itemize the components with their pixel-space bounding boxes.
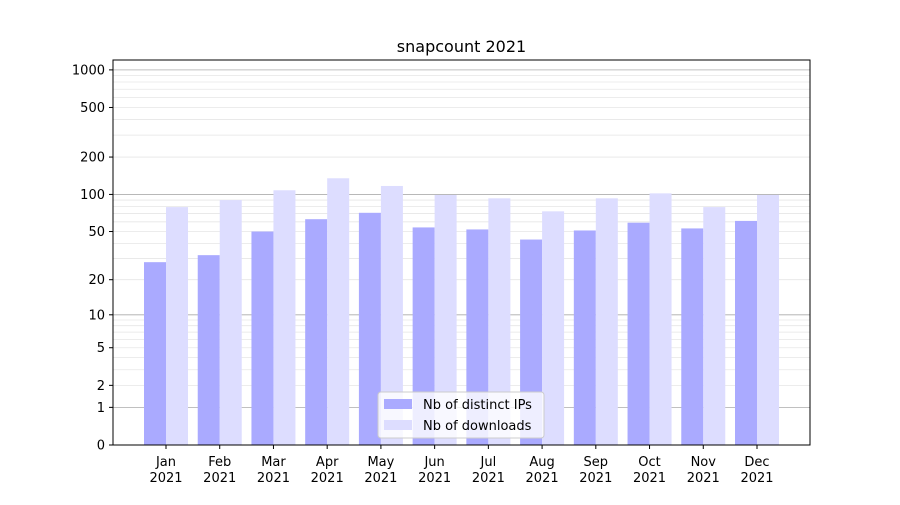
plot-frame	[112, 59, 811, 446]
x-tick-label-year: 2021	[472, 471, 505, 486]
y-tick-label: 10	[88, 308, 105, 323]
x-tick-label-month: Dec	[744, 455, 769, 470]
x-tick-label-year: 2021	[364, 471, 397, 486]
chart-title: snapcount 2021	[397, 37, 526, 56]
y-tick-label: 2	[97, 379, 105, 394]
bar-distinct-ips	[573, 230, 596, 445]
bar-downloads	[219, 200, 242, 445]
bar-downloads	[273, 190, 296, 445]
bar-downloads	[166, 207, 188, 445]
x-tick-label-month: Oct	[638, 455, 660, 470]
y-tick-label: 500	[80, 101, 105, 116]
bar-distinct-ips	[412, 227, 435, 445]
x-tick-label-year: 2021	[687, 471, 720, 486]
legend-swatch	[384, 420, 412, 430]
y-tick-label: 5	[97, 341, 105, 356]
y-tick-label: 0	[97, 439, 105, 454]
legend-swatch	[384, 399, 412, 409]
y-tick-label: 100	[80, 188, 105, 203]
y-tick-label: 200	[80, 151, 105, 166]
x-tick-label-month: Mar	[261, 455, 286, 470]
x-tick-label-month: May	[367, 455, 394, 470]
bar-downloads	[434, 194, 457, 445]
x-tick-label-month: Jun	[423, 455, 444, 470]
bar-distinct-ips	[627, 222, 650, 445]
bar-downloads	[649, 193, 672, 445]
bar-downloads	[757, 194, 779, 445]
bar-distinct-ips	[144, 262, 166, 445]
x-tick-label-month: Sep	[584, 455, 609, 470]
y-tick-label: 50	[88, 225, 105, 240]
x-tick-label-year: 2021	[418, 471, 451, 486]
x-tick-label-year: 2021	[257, 471, 290, 486]
bar-downloads	[703, 207, 726, 445]
bar-distinct-ips	[681, 228, 704, 445]
x-tick-label-month: Aug	[529, 455, 554, 470]
x-tick-label-year: 2021	[740, 471, 773, 486]
x-tick-label-year: 2021	[149, 471, 182, 486]
bar-downloads	[327, 178, 350, 445]
legend-box	[377, 391, 545, 439]
y-tick-label: 1000	[72, 63, 105, 78]
bar-downloads	[595, 198, 618, 445]
y-tick-label: 20	[88, 273, 105, 288]
legend-label: Nb of downloads	[423, 419, 532, 434]
bar-distinct-ips	[735, 220, 757, 445]
y-tick-label: 1	[97, 401, 105, 416]
x-tick-label-year: 2021	[203, 471, 236, 486]
x-tick-label-year: 2021	[579, 471, 612, 486]
bar-downloads	[488, 198, 511, 445]
bar-distinct-ips	[251, 231, 274, 445]
x-tick-label-month: Jul	[480, 455, 497, 470]
legend-label: Nb of distinct IPs	[423, 398, 532, 413]
legend: Nb of distinct IPs Nb of downloads	[377, 391, 545, 439]
bar-distinct-ips	[197, 255, 220, 445]
x-tick-label-year: 2021	[633, 471, 666, 486]
bar-downloads	[380, 185, 403, 445]
x-tick-label-month: Apr	[316, 455, 339, 470]
x-tick-label-year: 2021	[311, 471, 344, 486]
bar-distinct-ips	[305, 219, 328, 445]
bar-distinct-ips	[466, 229, 489, 445]
x-tick-label-month: Nov	[691, 455, 717, 470]
bar-distinct-ips	[358, 212, 381, 445]
x-tick-label-month: Feb	[208, 455, 231, 470]
x-tick-label-month: Jan	[155, 455, 176, 470]
x-tick-label-year: 2021	[526, 471, 559, 486]
bar-downloads	[542, 211, 565, 445]
